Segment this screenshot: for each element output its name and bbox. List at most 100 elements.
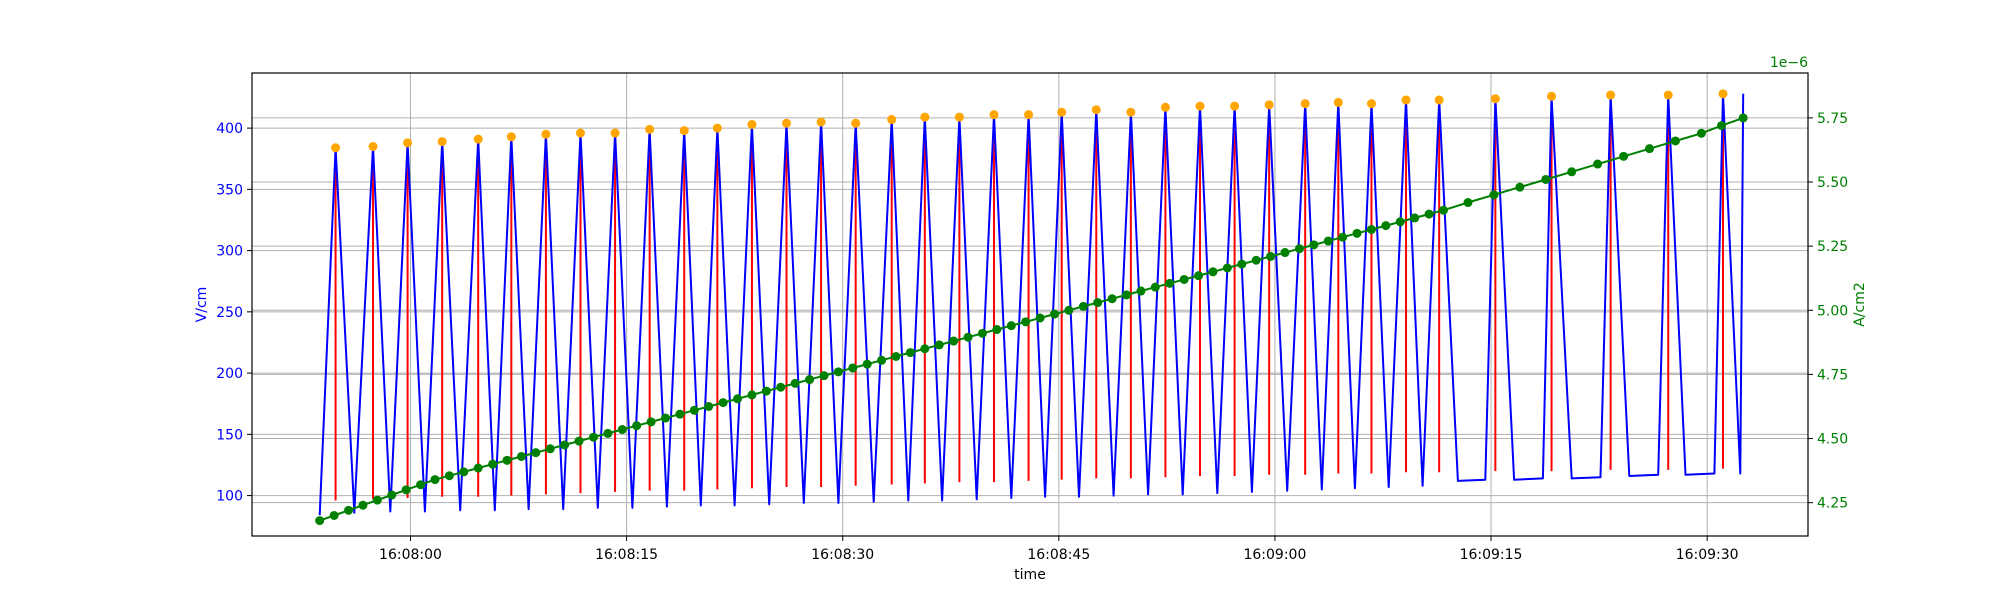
current-point	[1593, 159, 1603, 169]
current-point	[1352, 228, 1362, 238]
current-point	[444, 471, 454, 481]
peak-marker	[1160, 102, 1170, 112]
current-point	[1208, 267, 1218, 277]
current-point	[949, 336, 959, 346]
left-y-tick-label: 250	[216, 305, 243, 321]
current-point	[1381, 221, 1391, 231]
current-point	[934, 340, 944, 350]
current-point	[704, 401, 714, 411]
peak-marker	[1401, 95, 1411, 105]
current-point	[891, 351, 901, 361]
current-point	[733, 394, 743, 404]
left-axis-ticks: 100 150 200 250 300 350 400	[216, 121, 252, 505]
peak-marker	[747, 119, 757, 129]
current-point	[1150, 282, 1160, 292]
x-tick-label: 16:08:00	[379, 547, 442, 563]
current-point	[344, 505, 354, 515]
current-point	[1107, 294, 1117, 304]
current-point	[1366, 224, 1376, 234]
peak-marker	[887, 115, 897, 125]
peak-marker	[1195, 101, 1205, 111]
peak-marker	[541, 129, 551, 139]
current-point	[603, 428, 613, 438]
peak-marker	[575, 128, 585, 138]
axes-frame	[251, 72, 1809, 537]
peak-marker	[1057, 107, 1067, 117]
current-point	[1696, 128, 1706, 138]
peak-marker	[610, 128, 620, 138]
current-point	[488, 459, 498, 469]
right-y-tick-label: 5.25	[1817, 239, 1848, 255]
current-point	[992, 325, 1002, 335]
current-point	[1323, 236, 1333, 246]
current-point	[1424, 209, 1434, 219]
peak-marker	[989, 110, 999, 120]
peak-marker	[851, 118, 861, 128]
peak-marker	[331, 143, 341, 153]
current-point	[660, 413, 670, 423]
current-point	[416, 480, 426, 490]
current-point	[1541, 174, 1551, 184]
current-point	[459, 467, 469, 477]
left-y-tick-label: 300	[216, 244, 243, 260]
current-point	[1645, 144, 1655, 154]
peak-marker	[1333, 97, 1343, 107]
current-point	[1567, 167, 1577, 177]
peak-marker	[645, 124, 655, 134]
left-y-tick-label: 350	[216, 182, 243, 198]
current-point	[588, 432, 598, 442]
right-axis-ticks: 4.25 4.50 4.75 5.00 5.25 5.50 5.75	[1808, 111, 1848, 512]
peak-marker	[473, 134, 483, 144]
current-point	[718, 398, 728, 408]
current-point	[805, 375, 815, 385]
current-point	[1021, 317, 1031, 327]
current-point	[862, 359, 872, 369]
plot-area	[315, 89, 1748, 526]
right-y-tick-label: 5.00	[1817, 303, 1848, 319]
current-point	[819, 371, 829, 381]
current-point	[1280, 248, 1290, 258]
current-point	[329, 510, 339, 520]
x-tick-label: 16:09:30	[1676, 547, 1739, 563]
x-axis-ticks: 16:08:00 16:08:15 16:08:30 16:08:45 16:09:00…	[379, 536, 1739, 563]
current-point	[516, 451, 526, 461]
peak-marker	[816, 117, 826, 127]
right-y-tick-label: 4.25	[1817, 496, 1848, 512]
current-point	[502, 455, 512, 465]
current-point	[1194, 271, 1204, 281]
current-point	[977, 328, 987, 338]
peak-marker	[1434, 95, 1444, 105]
left-y-tick-label: 400	[216, 121, 243, 137]
right-axis-label: A/cm2	[1852, 282, 1868, 327]
peak-marker	[1126, 107, 1136, 117]
current-point	[1165, 278, 1175, 288]
current-point	[387, 490, 397, 500]
current-point	[1093, 298, 1103, 308]
current-point	[1006, 321, 1016, 331]
current-point	[1717, 121, 1727, 131]
peak-marker	[1663, 90, 1673, 100]
peak-marker	[782, 118, 792, 128]
current-point	[920, 344, 930, 354]
current-point	[1395, 217, 1405, 227]
right-axis-offset-text: 1e−6	[1770, 55, 1808, 71]
peak-marker	[1606, 90, 1616, 100]
current-point	[848, 363, 858, 373]
peak-marker	[1264, 100, 1274, 110]
current-point	[1670, 136, 1680, 146]
current-point	[430, 475, 440, 485]
current-point	[560, 440, 570, 450]
right-y-tick-label: 5.75	[1817, 111, 1848, 127]
peak-marker	[1718, 89, 1728, 99]
peak-marker	[403, 138, 413, 148]
current-point	[531, 448, 541, 458]
current-point	[689, 405, 699, 415]
current-point	[1515, 182, 1525, 192]
peak-marker	[954, 112, 964, 122]
current-point	[1309, 240, 1319, 250]
peak-marker	[1490, 94, 1500, 104]
x-tick-label: 16:08:45	[1027, 547, 1090, 563]
x-tick-label: 16:08:30	[811, 547, 874, 563]
peak-marker	[1300, 99, 1310, 109]
